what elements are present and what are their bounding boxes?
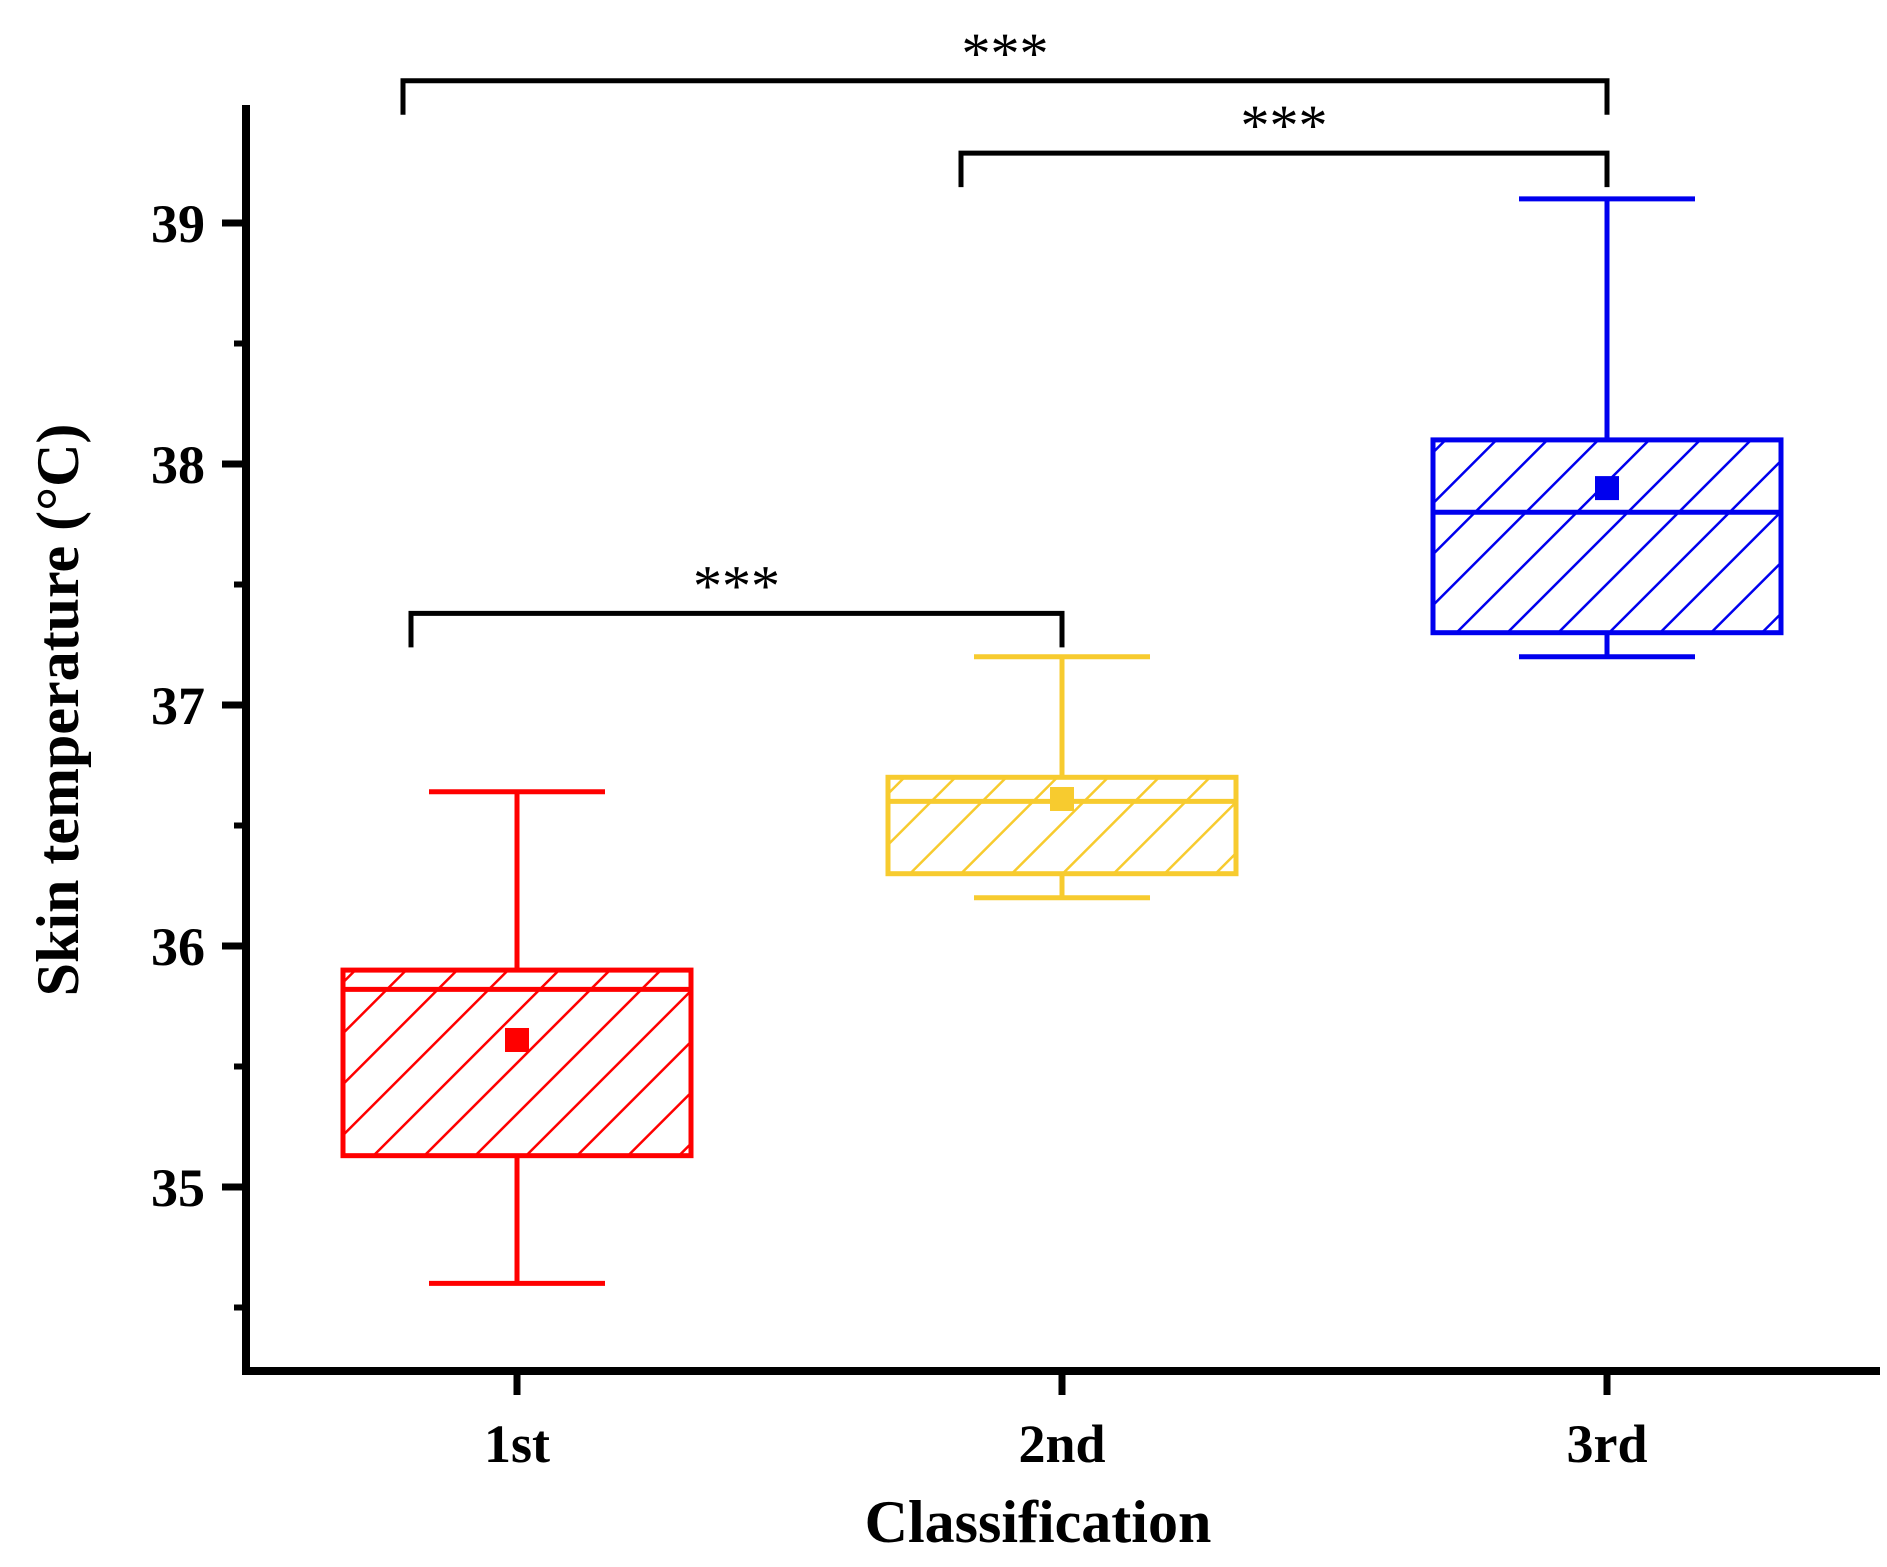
y-tick-label-37: 37 (151, 676, 205, 736)
box-group-3rd (1430, 196, 1784, 660)
sig-label-1st-2nd: *** (693, 553, 780, 618)
sig-bracket-1st-3rd: *** (400, 21, 1610, 115)
y-axis-title: Skin temperature (°C) (25, 424, 91, 997)
sig-label-2nd-3rd: *** (1241, 93, 1328, 158)
ticks-layer: 35 36 37 38 39 1st 2nd 3rd (151, 194, 1648, 1474)
sig-bracket-2nd-3rd: *** (958, 93, 1610, 188)
x-axis-title: Classification (865, 1489, 1212, 1555)
box-3rd (1430, 437, 1784, 636)
mean-marker-2nd (1050, 786, 1074, 811)
x-tick-label-2nd: 2nd (1018, 1414, 1105, 1474)
box-1st (340, 967, 694, 1159)
sig-bracket-line (408, 610, 1065, 648)
y-tick-label-36: 36 (151, 917, 205, 977)
y-tick-label-35: 35 (151, 1158, 205, 1218)
y-tick-label-39: 39 (151, 194, 205, 254)
sig-bracket-1st-2nd: *** (408, 553, 1065, 648)
sig-bracket-line (958, 150, 1610, 188)
mean-marker-3rd (1595, 476, 1619, 501)
sig-bracket-line (400, 78, 1610, 115)
mean-marker-1st (505, 1027, 529, 1052)
box-group-1st (340, 789, 694, 1286)
box-group-2nd (885, 654, 1239, 901)
x-tick-label-3rd: 3rd (1567, 1414, 1648, 1474)
y-tick-label-38: 38 (151, 435, 205, 495)
x-tick-label-1st: 1st (484, 1414, 550, 1474)
significance-layer: *** *** *** (400, 21, 1610, 648)
boxes-layer (340, 196, 1784, 1286)
sig-label-1st-3rd: *** (962, 21, 1049, 86)
